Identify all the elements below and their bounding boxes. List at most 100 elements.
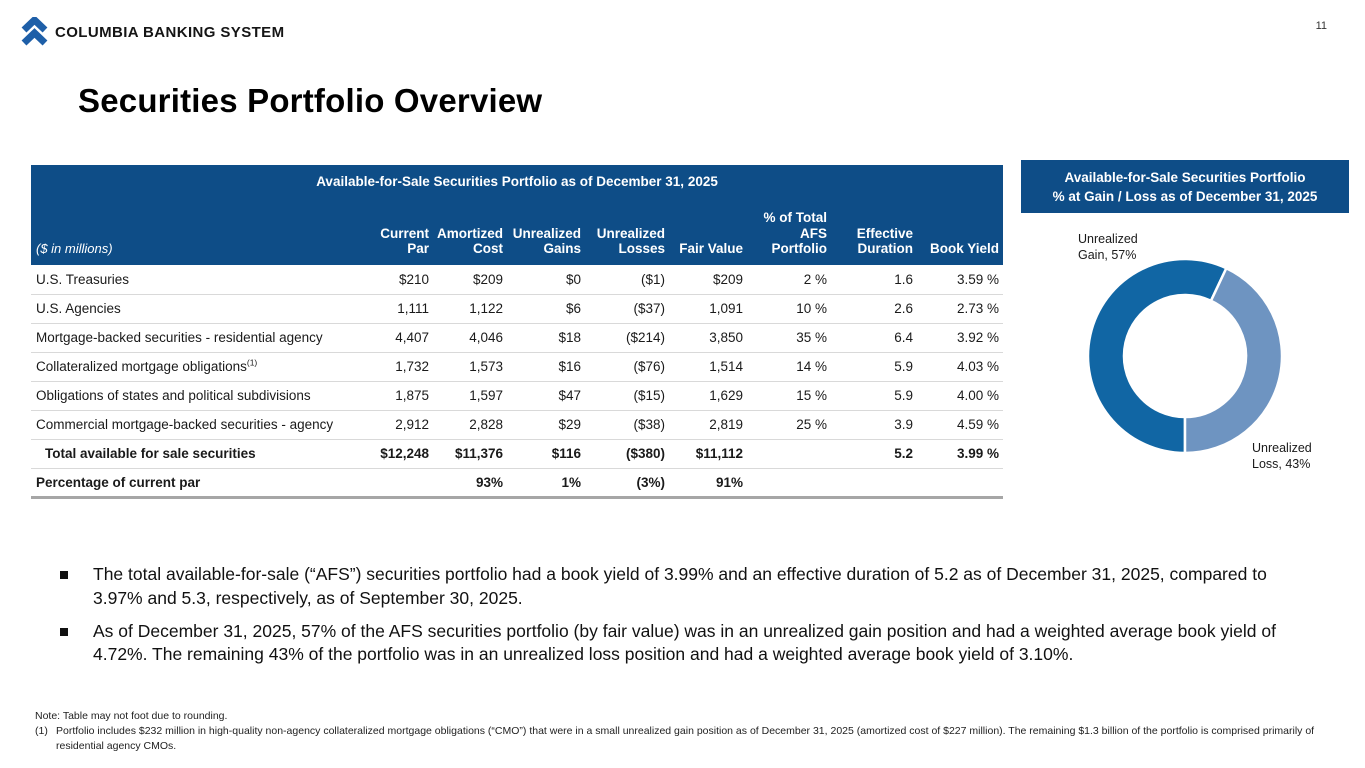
chart-title-line2: % at Gain / Loss as of December 31, 2025: [1052, 188, 1318, 204]
table-cell: 4,407: [363, 323, 433, 353]
row-label: Total available for sale securities: [31, 439, 363, 469]
table-cell: 4.59 %: [917, 410, 1004, 440]
table-cell: 1,875: [363, 381, 433, 411]
bullet-item: The total available-for-sale (“AFS”) sec…: [60, 563, 1295, 611]
table-row: U.S. Agencies 1,111 1,122 $6 ($37) 1,091 10 % 2…: [31, 294, 1004, 324]
footnote-1: (1) Portfolio includes $232 million in h…: [35, 724, 1315, 752]
table-cell: 25 %: [747, 410, 831, 440]
table-cell: [363, 468, 433, 499]
table-cell: $18: [507, 323, 585, 353]
table-cell: 35 %: [747, 323, 831, 353]
table-body: U.S. Treasuries $210 $209 $0 ($1) $209 2 % 1.6 3…: [31, 265, 1004, 499]
table-cell: 15 %: [747, 381, 831, 411]
table-cell: $16: [507, 352, 585, 382]
unit-label: ($ in millions): [36, 241, 113, 257]
table-cell: 93%: [433, 468, 507, 499]
table-cell: (3%): [585, 468, 669, 499]
table-header: Available-for-Sale Securities Portfolio …: [31, 165, 1004, 265]
table-cell: ($214): [585, 323, 669, 353]
table-cell: 1,514: [669, 352, 747, 382]
table-cell: 3.59 %: [917, 265, 1004, 295]
row-label: Percentage of current par: [31, 468, 363, 499]
table-cell: 14 %: [747, 352, 831, 382]
page-number: 11: [1315, 20, 1327, 32]
table-cell: 3.99 %: [917, 439, 1004, 469]
row-label: U.S. Agencies: [31, 294, 363, 324]
chart-title-line1: Available-for-Sale Securities Portfolio: [1064, 169, 1306, 185]
afs-table: Available-for-Sale Securities Portfolio …: [31, 165, 1004, 499]
gain-data-label: Unrealized Gain, 57%: [1078, 232, 1138, 263]
column-header: Book Yield: [930, 241, 1000, 257]
table-cell: 1,091: [669, 294, 747, 324]
table-cell: 1.6: [831, 265, 917, 295]
table-cell: 1%: [507, 468, 585, 499]
brand-logo: COLUMBIA BANKING SYSTEM: [21, 17, 284, 48]
table-cell: [747, 468, 831, 499]
table-cell: 1,122: [433, 294, 507, 324]
table-cell: 4,046: [433, 323, 507, 353]
table-cell: [831, 468, 917, 499]
table-cell: 3.9: [831, 410, 917, 440]
table-cell: $11,112: [669, 439, 747, 469]
row-label: Commercial mortgage-backed securities - …: [31, 410, 363, 440]
table-cell: 5.2: [831, 439, 917, 469]
table-cell: 1,573: [433, 352, 507, 382]
table-cell: 4.00 %: [917, 381, 1004, 411]
table-cell: [747, 439, 831, 469]
column-header: Current Par: [380, 225, 429, 257]
footnotes: Note: Table may not foot due to rounding…: [35, 709, 1335, 754]
chart-title: Available-for-Sale Securities Portfolio …: [1021, 160, 1349, 213]
table-row: Percentage of current par 93% 1% (3%) 91%: [31, 468, 1004, 499]
gain-loss-donut-chart: [1075, 246, 1295, 466]
table-cell: ($380): [585, 439, 669, 469]
table-row: Collateralized mortgage obligations(1) 1,…: [31, 352, 1004, 382]
bullet-item: As of December 31, 2025, 57% of the AFS …: [60, 620, 1295, 668]
donut-slice-loss: [1183, 266, 1284, 455]
table-cell: 4.03 %: [917, 352, 1004, 382]
table-cell: 1,732: [363, 352, 433, 382]
table-cell: 3.92 %: [917, 323, 1004, 353]
table-cell: $11,376: [433, 439, 507, 469]
table-cell: $12,248: [363, 439, 433, 469]
table-cell: $209: [433, 265, 507, 295]
column-header: Effective Duration: [856, 225, 913, 257]
columbia-chevron-icon: [21, 17, 48, 46]
table-row: Commercial mortgage-backed securities - …: [31, 410, 1004, 440]
row-label: Collateralized mortgage obligations(1): [31, 352, 363, 382]
table-title: Available-for-Sale Securities Portfolio …: [316, 174, 718, 189]
table-row: U.S. Treasuries $210 $209 $0 ($1) $209 2 % 1.6 3…: [31, 265, 1004, 295]
table-cell: $0: [507, 265, 585, 295]
table-cell: $116: [507, 439, 585, 469]
table-cell: ($76): [585, 352, 669, 382]
table-cell: 1,597: [433, 381, 507, 411]
table-cell: 1,111: [363, 294, 433, 324]
table-cell: 2.6: [831, 294, 917, 324]
page-title: Securities Portfolio Overview: [78, 82, 543, 119]
columns-row: ($ in millions) Current Par Amortized Cos…: [31, 205, 1003, 265]
table-cell: ($38): [585, 410, 669, 440]
table-cell: $209: [669, 265, 747, 295]
table-cell: ($15): [585, 381, 669, 411]
column-header: Amortized Cost: [436, 225, 503, 257]
donut-slice-gain: [1086, 257, 1228, 455]
table-cell: 6.4: [831, 323, 917, 353]
commentary-bullets: The total available-for-sale (“AFS”) sec…: [60, 563, 1295, 676]
row-label: Obligations of states and political subd…: [31, 381, 363, 411]
table-cell: 91%: [669, 468, 747, 499]
column-header: Unrealized Losses: [596, 225, 665, 257]
rounding-note: Note: Table may not foot due to rounding…: [35, 710, 228, 722]
table-cell: ($1): [585, 265, 669, 295]
brand-name: COLUMBIA BANKING SYSTEM: [55, 24, 285, 41]
table-cell: 5.9: [831, 352, 917, 382]
table-cell: 5.9: [831, 381, 917, 411]
table-cell: [917, 468, 1004, 499]
table-cell: 2,819: [669, 410, 747, 440]
row-label: Mortgage-backed securities - residential…: [31, 323, 363, 353]
table-cell: $47: [507, 381, 585, 411]
table-cell: $6: [507, 294, 585, 324]
table-cell: 2,912: [363, 410, 433, 440]
table-cell: 10 %: [747, 294, 831, 324]
table-cell: $29: [507, 410, 585, 440]
table-cell: 1,629: [669, 381, 747, 411]
table-row: Obligations of states and political subd…: [31, 381, 1004, 411]
